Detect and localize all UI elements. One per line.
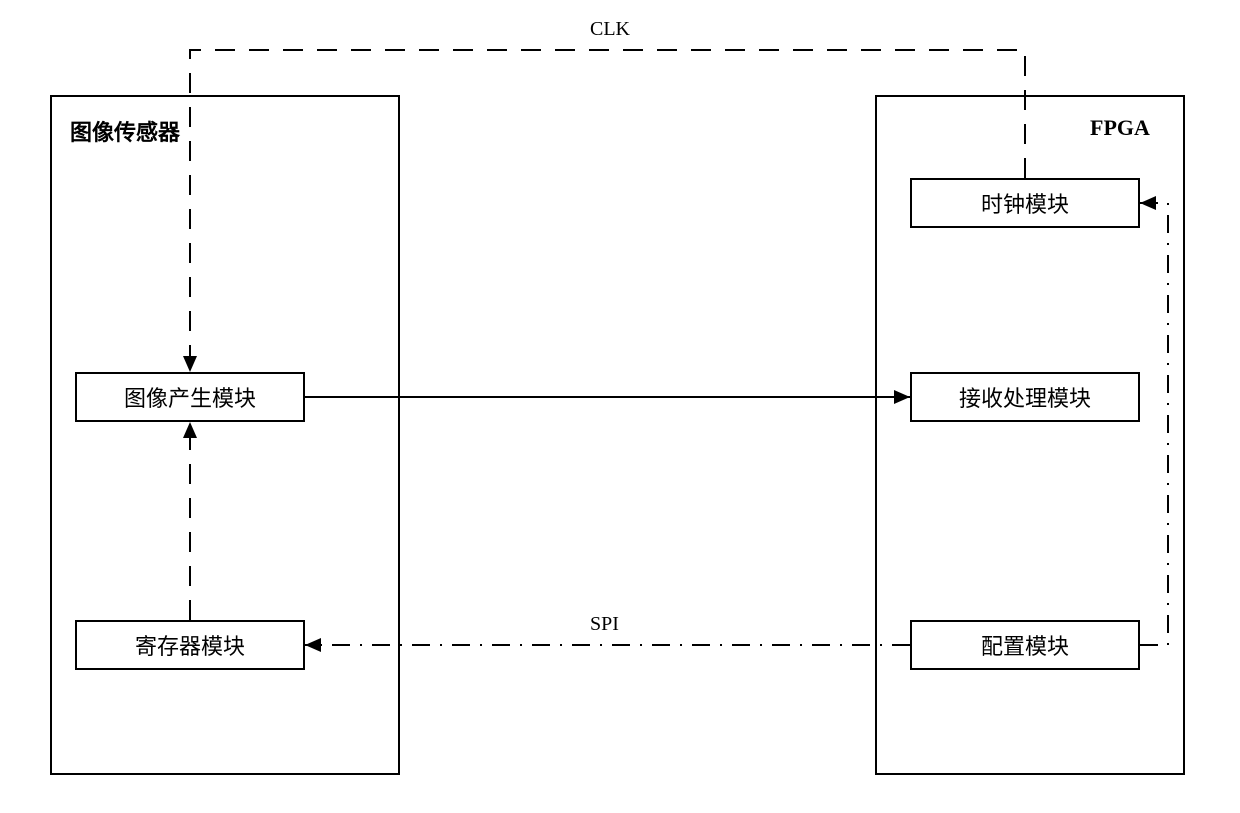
config-label: 配置模块 <box>981 629 1069 661</box>
clk-label: CLK <box>590 18 630 41</box>
image-gen-module: 图像产生模块 <box>75 372 305 422</box>
spi-label: SPI <box>590 613 619 636</box>
clock-label: 时钟模块 <box>981 187 1069 219</box>
recv-module: 接收处理模块 <box>910 372 1140 422</box>
clock-module: 时钟模块 <box>910 178 1140 228</box>
config-module: 配置模块 <box>910 620 1140 670</box>
recv-label: 接收处理模块 <box>959 381 1091 413</box>
register-module: 寄存器模块 <box>75 620 305 670</box>
fpga-title: FPGA <box>1090 115 1150 141</box>
sensor-title: 图像传感器 <box>70 115 180 147</box>
image-gen-label: 图像产生模块 <box>124 381 256 413</box>
register-label: 寄存器模块 <box>135 629 245 661</box>
sensor-container <box>50 95 400 775</box>
